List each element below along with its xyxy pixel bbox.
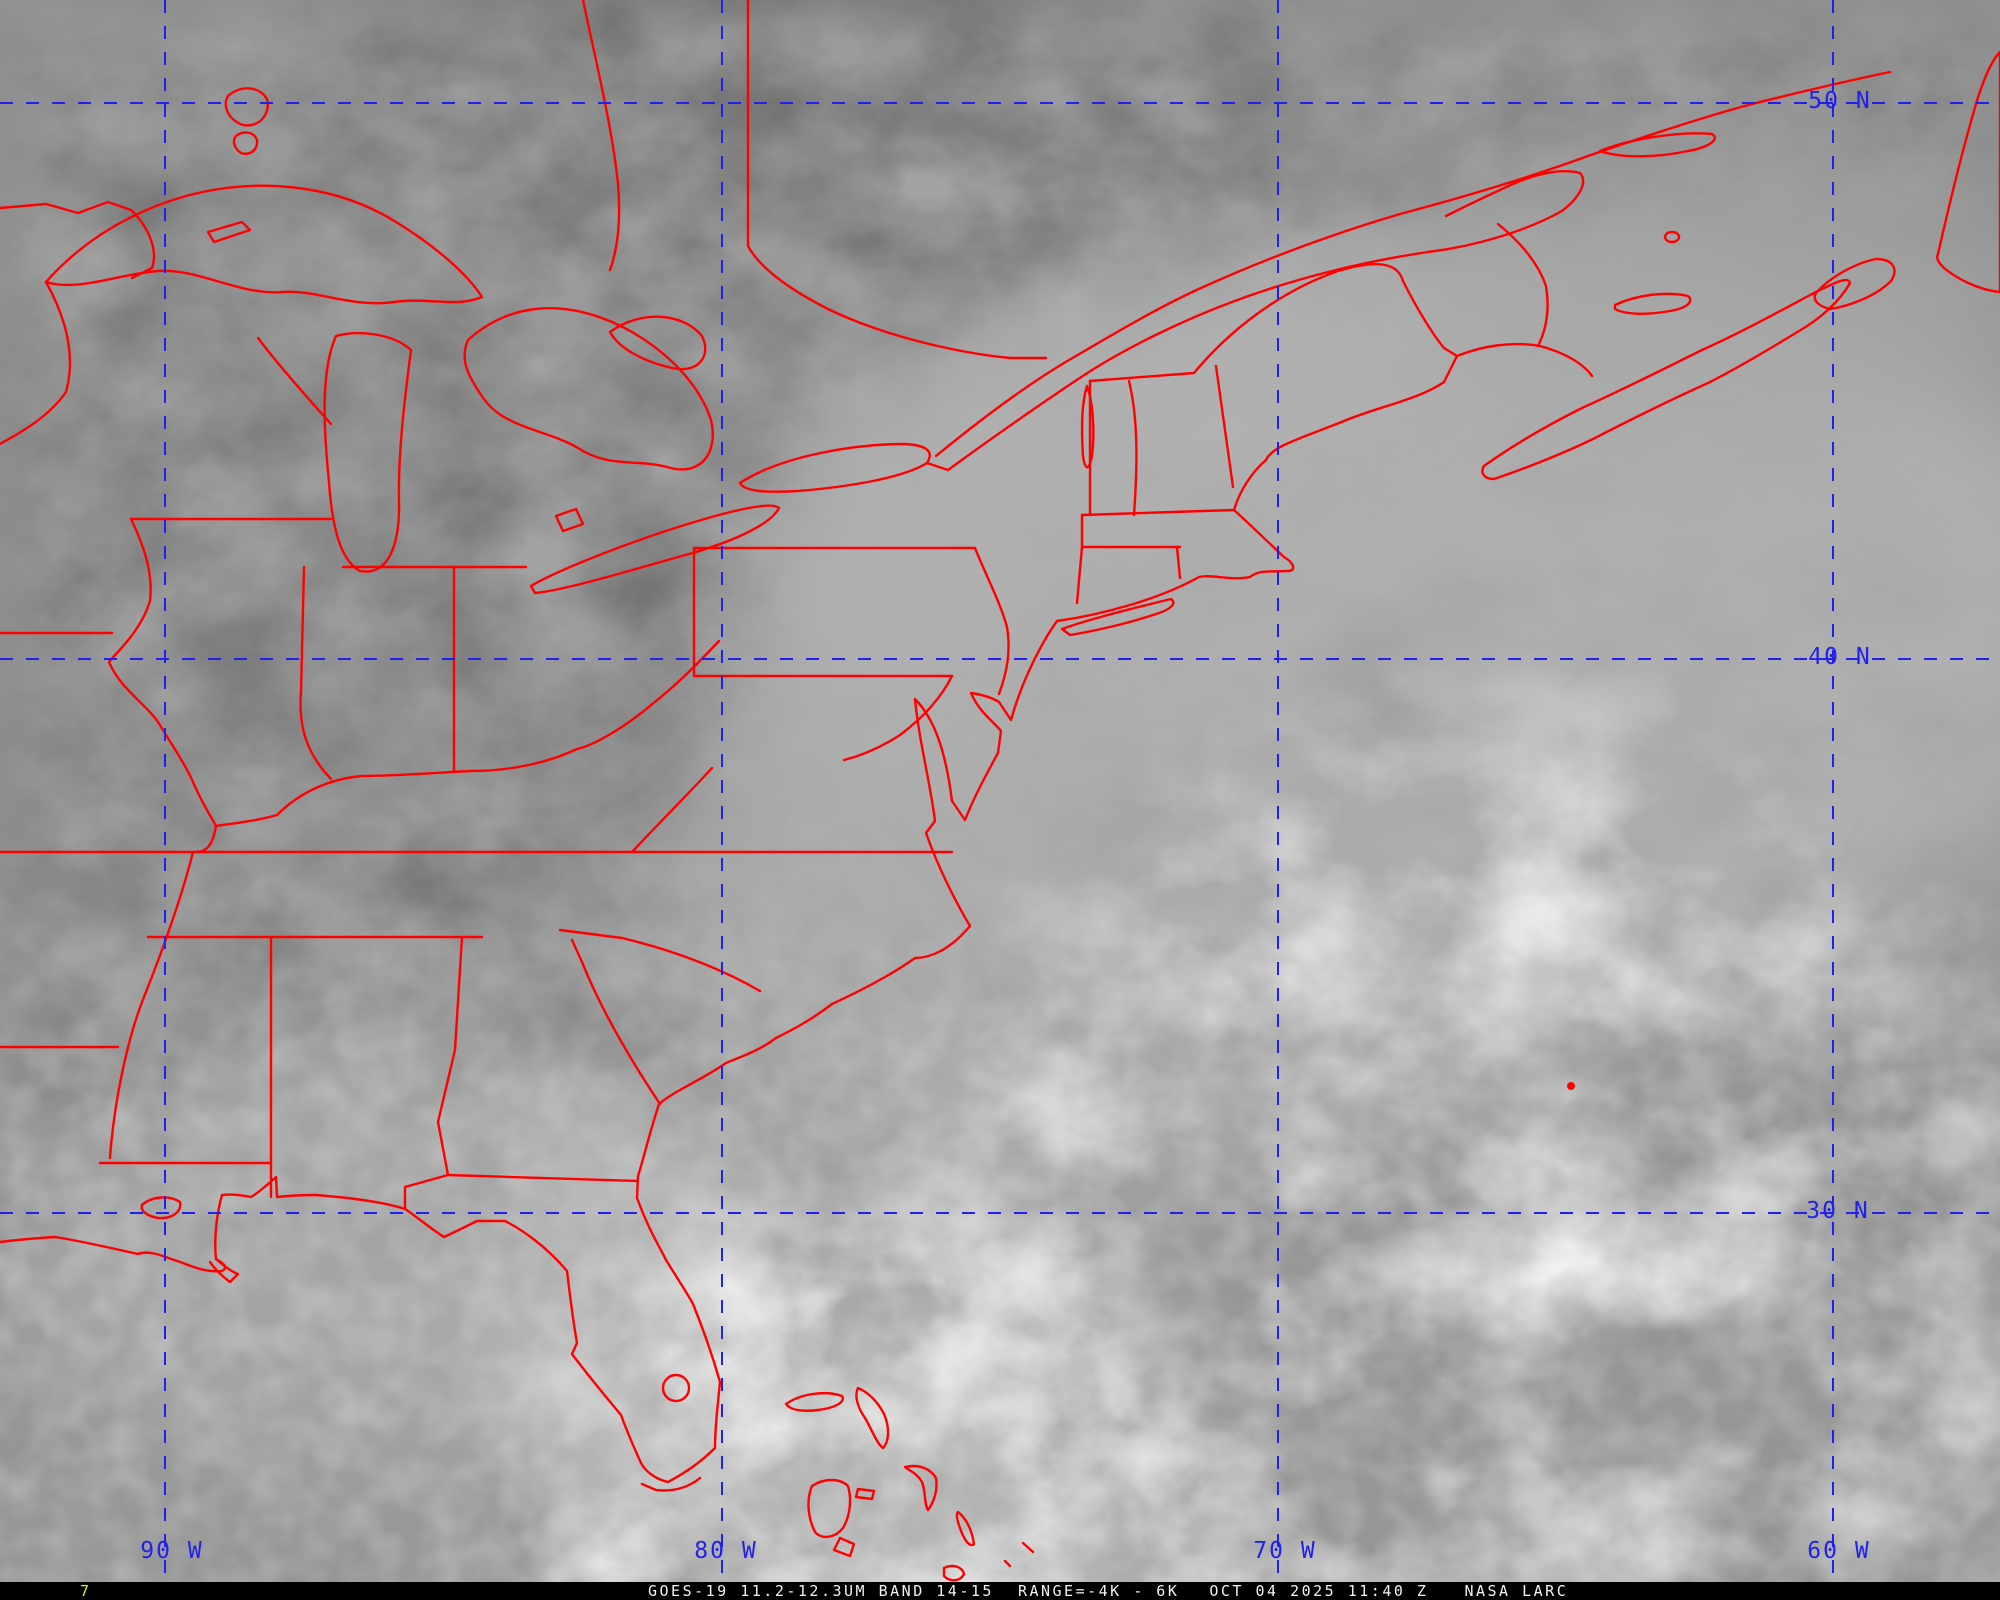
mississippi-river-lower	[108, 850, 195, 1160]
prince-edward-island	[1613, 292, 1692, 315]
caption-bar: 7 GOES-19 11.2-12.3UM BAND 14-15 RANGE=-4…	[0, 1582, 2000, 1600]
new-brunswick-coast	[1496, 222, 1549, 348]
bay-of-fundy	[1455, 342, 1594, 378]
caption-range: RANGE=-4K - 6K	[1017, 1582, 1180, 1600]
stlawrence-connector	[925, 461, 950, 472]
grid-label-30n: 30 N	[1806, 1198, 1870, 1224]
border-45n	[1088, 371, 1196, 383]
border-ma-north	[1080, 508, 1236, 517]
canada-border-west	[0, 200, 156, 280]
ontario-lake-2	[232, 131, 259, 155]
anticosti-island	[1598, 132, 1716, 158]
border-wv-va	[842, 674, 954, 762]
border-ct-ri	[1175, 545, 1182, 580]
ontario-quebec-border	[746, 0, 1048, 360]
newfoundland	[1936, 50, 2000, 294]
andros-island	[807, 1478, 852, 1539]
new-providence	[854, 1487, 876, 1501]
grid-label-60w: 60 W	[1807, 1538, 1871, 1564]
lake-champlain	[1080, 384, 1095, 469]
exuma-cays	[1003, 1541, 1035, 1568]
border-nh-me	[1214, 364, 1235, 489]
delaware-river	[973, 546, 1010, 696]
james-bay-line	[581, 0, 621, 272]
lake-st-clair	[554, 507, 585, 533]
ontario-lake-1	[224, 87, 269, 127]
st-lawrence-south-shore-gaspe	[946, 170, 1585, 472]
abaco-island	[855, 1386, 890, 1450]
border-fl-ga	[403, 1173, 639, 1211]
grid-label-80w: 80 W	[694, 1538, 758, 1564]
cape-breton	[1813, 257, 1896, 311]
border-ga-sc	[570, 938, 662, 1106]
border-al-ga	[436, 935, 464, 1177]
grand-bahama	[784, 1392, 844, 1412]
grid-label-40n: 40 N	[1808, 644, 1872, 670]
mississippi-delta	[208, 1257, 240, 1284]
mn-wi-border	[0, 280, 72, 446]
caption-product: GOES-19 11.2-12.3UM BAND 14-15	[648, 1582, 994, 1600]
florida-keys	[640, 1476, 702, 1492]
magdalen-islands	[1663, 230, 1681, 244]
border-wi-mi	[256, 336, 333, 426]
bermuda	[1567, 1082, 1575, 1090]
frame-number: 7	[80, 1582, 90, 1600]
grid-label-90w: 90 W	[140, 1538, 204, 1564]
border-ky-va	[630, 766, 714, 854]
caption-credit: NASA LARC	[1464, 1582, 1569, 1600]
grid-label-70w: 70 W	[1253, 1538, 1317, 1564]
lake-michigan	[323, 331, 413, 573]
caption-timestamp: OCT 04 2025 11:40 Z	[1209, 1582, 1429, 1600]
ragged-island	[942, 1564, 966, 1582]
eleuthera	[903, 1464, 938, 1512]
isle-royale	[206, 220, 252, 244]
georgian-bay	[608, 315, 707, 371]
lake-okeechobee	[661, 1373, 691, 1403]
border-il-in	[299, 565, 333, 781]
lake-erie	[529, 504, 781, 595]
long-island	[1060, 597, 1175, 637]
lake-pontchartrain	[140, 1196, 182, 1220]
caption-text: GOES-19 11.2-12.3UM BAND 14-15 RANGE=-4K …	[648, 1584, 1568, 1599]
lake-huron	[463, 306, 714, 471]
border-nc-sc	[558, 928, 762, 993]
andros-south-bits	[832, 1536, 856, 1558]
maine-north-border	[1192, 263, 1459, 375]
grid-label-50n: 50 N	[1808, 88, 1872, 114]
us-coastline	[0, 354, 1459, 1484]
lake-superior	[44, 184, 484, 305]
st-lawrence-north-shore	[934, 70, 1892, 458]
cat-island	[955, 1510, 976, 1547]
nova-scotia	[1481, 278, 1852, 481]
ohio-river	[214, 639, 721, 828]
border-vt-nh	[1127, 379, 1138, 517]
